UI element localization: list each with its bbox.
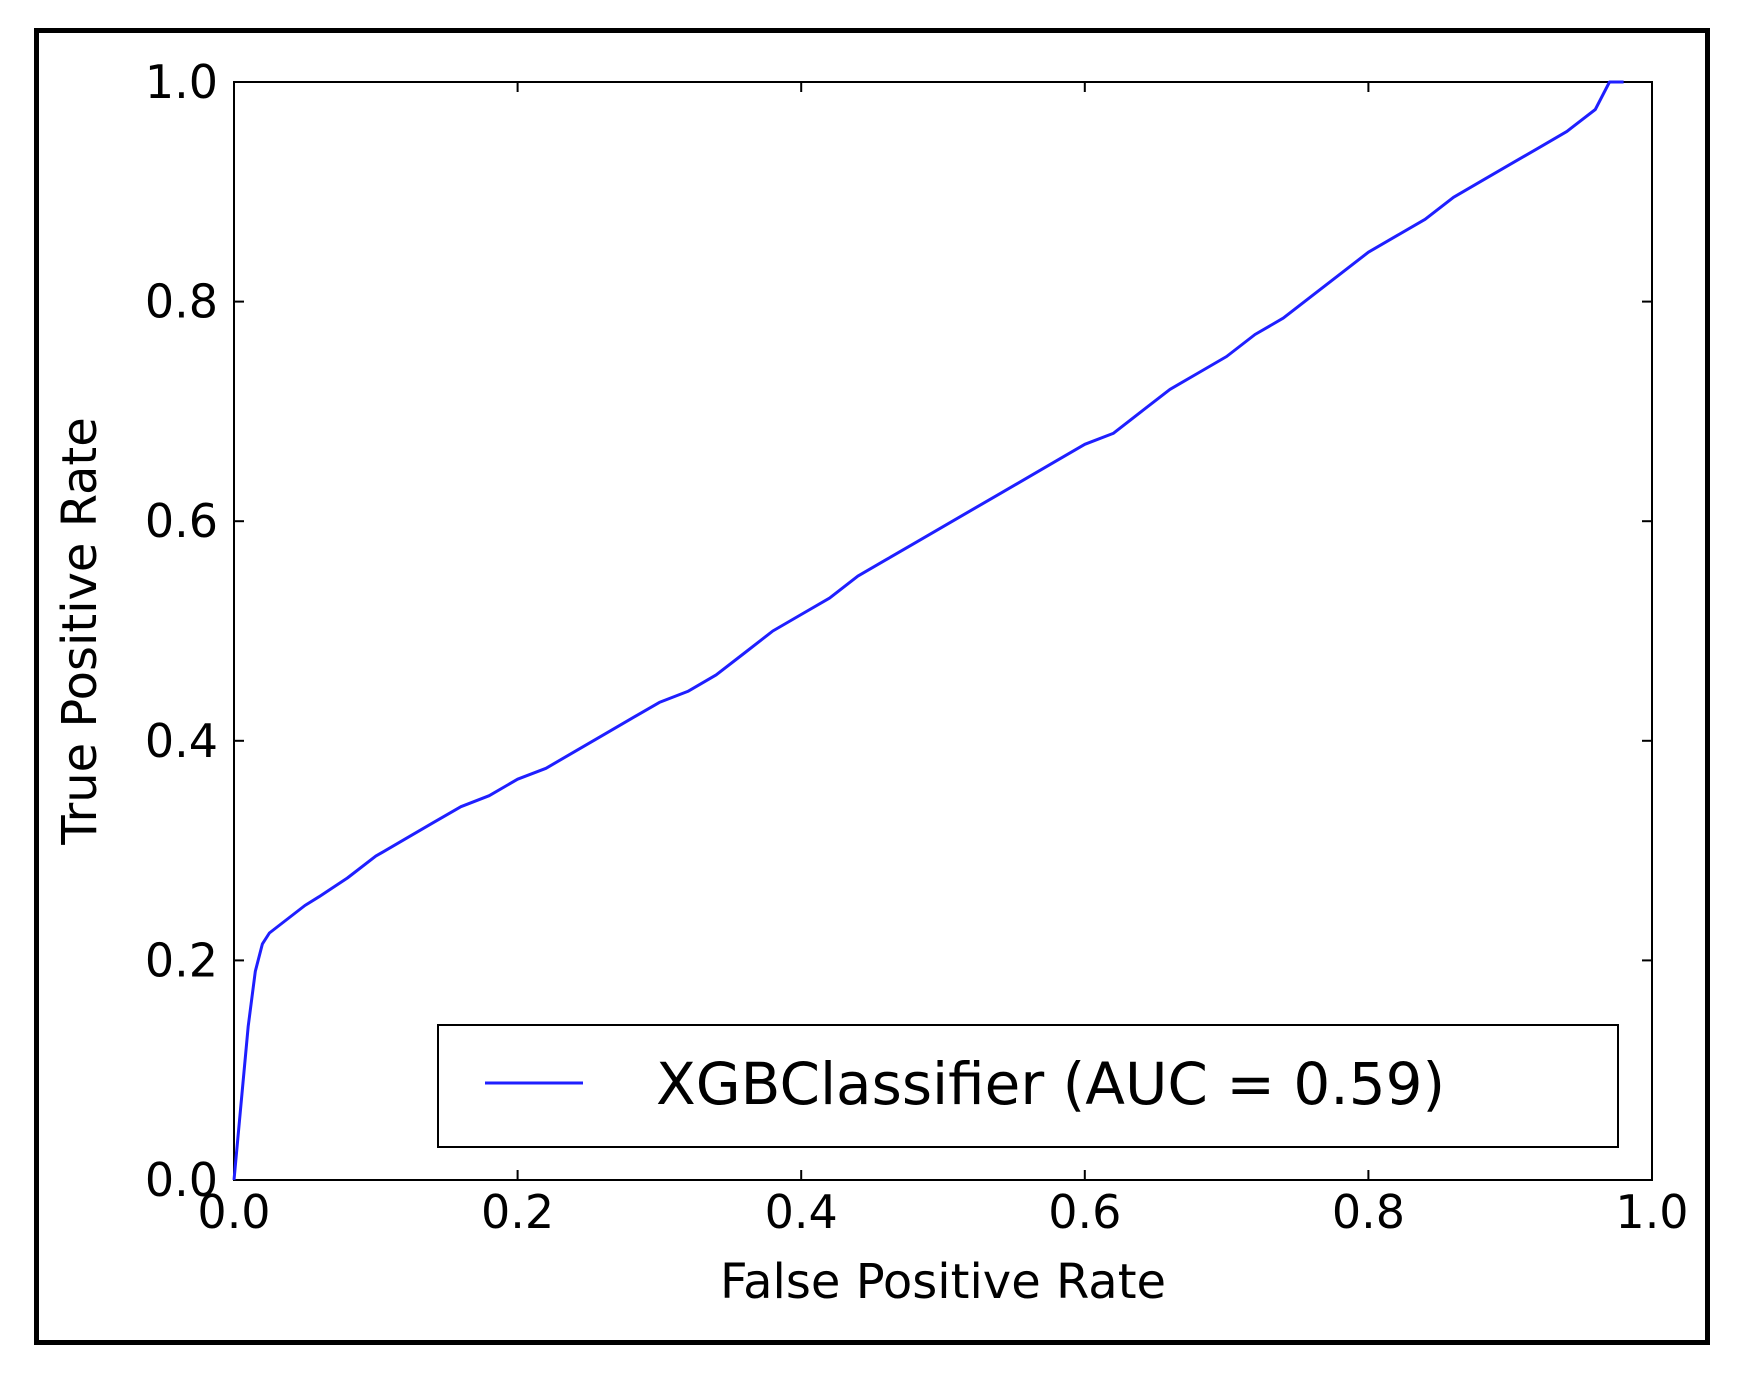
y-tick-label: 0.6	[145, 494, 218, 548]
x-tick-label: 1.0	[1615, 1185, 1688, 1239]
y-tick-label: 1.0	[145, 55, 218, 109]
series-layer	[232, 80, 1624, 1181]
plot-area	[233, 81, 1653, 1181]
x-tick-label: 0.8	[1332, 1185, 1405, 1239]
x-tick-label: 0.6	[1048, 1185, 1121, 1239]
x-tick-label: 0.2	[481, 1185, 554, 1239]
series-line-0	[232, 80, 1624, 1181]
legend-box	[437, 1024, 1619, 1148]
y-axis-label: True Positive Rate	[52, 417, 108, 846]
x-tick-label: 0.4	[765, 1185, 838, 1239]
y-tick-label: 0.2	[145, 933, 218, 987]
y-tick-label: 0.0	[145, 1153, 218, 1207]
x-tick-label: 0.0	[197, 1185, 270, 1239]
y-tick-label: 0.4	[145, 714, 218, 768]
x-axis-label: False Positive Rate	[720, 1254, 1166, 1310]
legend-entry-label: XGBClassifier (AUC = 0.59)	[656, 1050, 1445, 1118]
tick-labels: 0.0 0.2 0.4 0.6 0.8 1.0 0.0 0.2 0.4 0.6 0.8 1.0	[145, 55, 1689, 1239]
legend: XGBClassifier (AUC = 0.59)	[437, 1024, 1619, 1148]
y-tick-label: 0.8	[145, 275, 218, 329]
